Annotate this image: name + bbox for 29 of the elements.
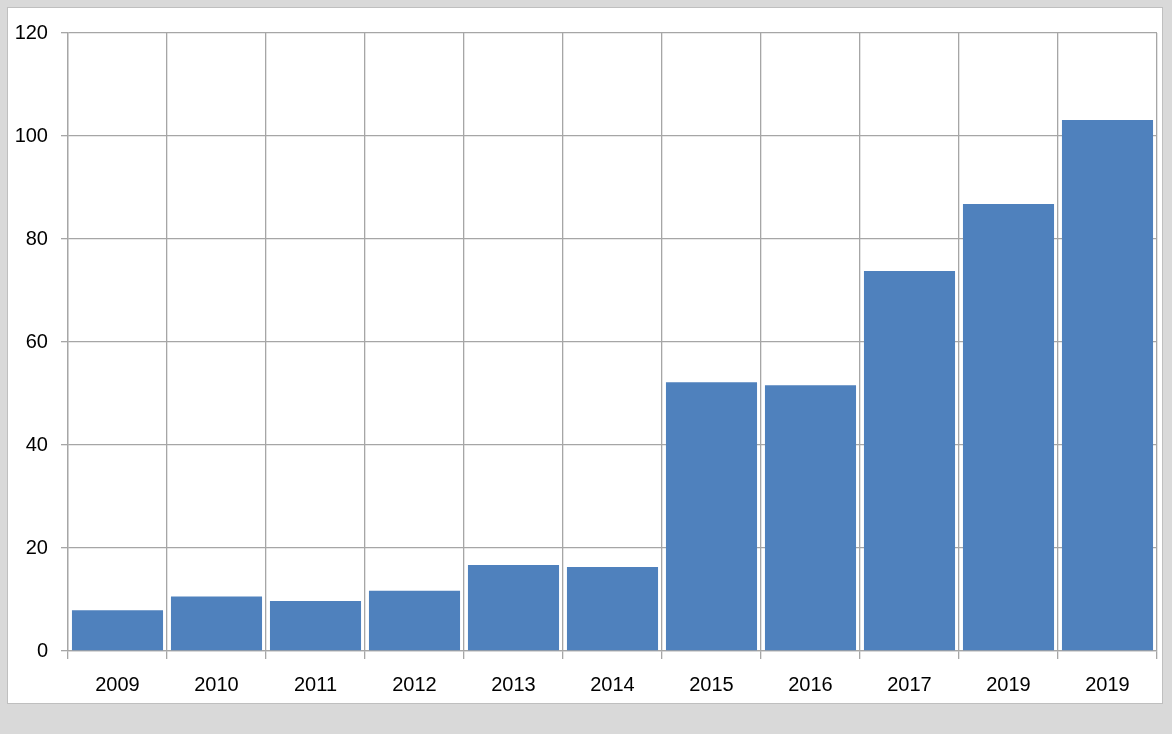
y-tick-label: 80	[25, 226, 48, 249]
bar	[269, 601, 362, 651]
bar	[665, 382, 758, 651]
bar	[467, 565, 560, 651]
y-tick-label: 0	[36, 638, 48, 661]
x-tick-label: 2019	[1085, 672, 1130, 695]
y-tick-label: 100	[14, 123, 48, 146]
x-tick-label: 2009	[95, 672, 140, 695]
y-tick-label: 20	[25, 535, 48, 558]
bar	[764, 385, 857, 651]
bar	[368, 590, 461, 651]
bar	[566, 567, 659, 651]
y-tick-label: 120	[14, 20, 48, 43]
y-tick-label: 60	[25, 329, 48, 352]
x-tick-label: 2013	[491, 672, 536, 695]
x-tick-label: 2017	[887, 672, 932, 695]
x-tick-label: 2019	[986, 672, 1031, 695]
x-tick-label: 2015	[689, 672, 734, 695]
bar	[170, 596, 263, 651]
bar	[1061, 120, 1154, 651]
x-tick-label: 2012	[392, 672, 437, 695]
x-tick-label: 2014	[590, 672, 635, 695]
x-tick-label: 2016	[788, 672, 833, 695]
bar	[962, 203, 1055, 651]
x-tick-label: 2010	[194, 672, 239, 695]
y-tick-label: 40	[25, 432, 48, 455]
bar	[863, 270, 956, 651]
bar	[71, 610, 164, 651]
x-tick-label: 2011	[293, 672, 338, 695]
